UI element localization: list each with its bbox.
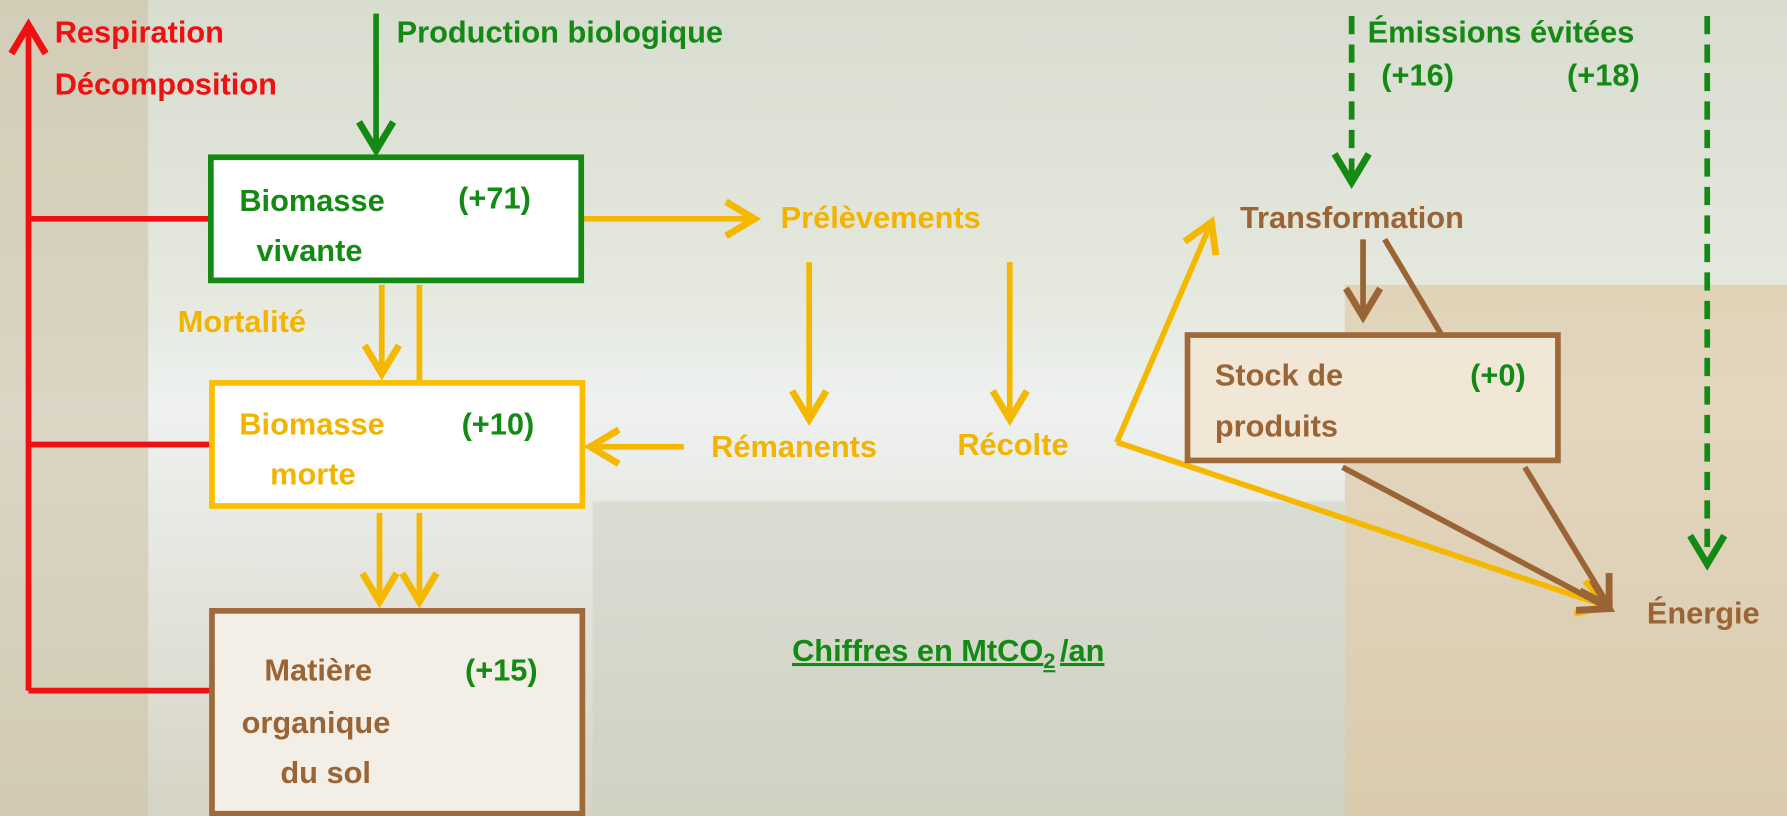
box-value: (+10) (462, 406, 535, 441)
flow-label: Transformation (1240, 200, 1464, 235)
flow-label: Énergie (1647, 596, 1760, 631)
flow-label: Respiration (55, 14, 224, 49)
box-label: produits (1215, 409, 1338, 444)
avoided-value: (+16) (1381, 58, 1454, 93)
box-value: (+15) (465, 653, 538, 688)
units-suffix: /an (1060, 633, 1104, 668)
units-text: Chiffres en MtCO (792, 633, 1043, 668)
flow-label: Prélèvements (781, 200, 981, 235)
flow-label: Production biologique (397, 14, 723, 49)
box-label: organique (242, 705, 391, 740)
flow-label: Rémanents (711, 429, 877, 464)
background-rock (0, 0, 148, 816)
box-value: (+0) (1470, 357, 1526, 392)
box-label: Biomasse (239, 183, 384, 218)
avoided-value: (+18) (1567, 58, 1640, 93)
units-subscript: 2 (1043, 648, 1055, 673)
box-label: vivante (256, 233, 362, 268)
box-value: (+71) (458, 181, 531, 216)
flow-label: Décomposition (55, 67, 277, 102)
box-dead-biomass (212, 383, 582, 506)
flow-label: Récolte (957, 427, 1068, 462)
diagram: Respiration Décomposition Production bio… (0, 0, 1787, 816)
avoided-label: Émissions évitées (1368, 14, 1635, 49)
flow-label: Mortalité (178, 304, 306, 339)
box-label: du sol (280, 755, 371, 790)
box-label: Biomasse (239, 406, 384, 441)
box-label: morte (270, 457, 355, 492)
box-label: Stock de (1215, 357, 1343, 392)
box-label: Matière (264, 653, 372, 688)
